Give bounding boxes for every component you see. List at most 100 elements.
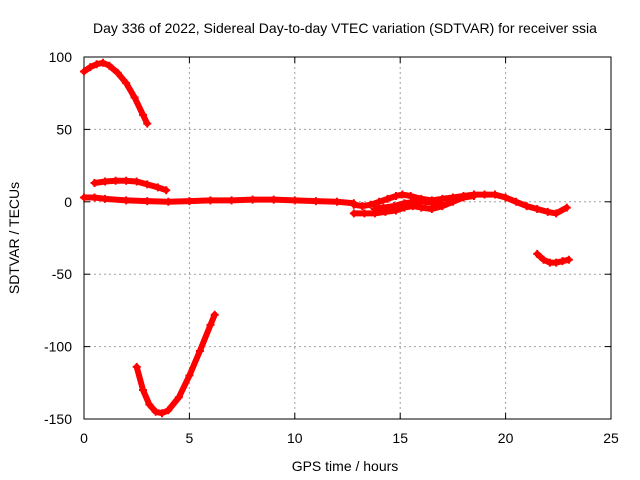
data-point <box>130 93 139 102</box>
data-point <box>379 203 388 212</box>
x-axis-label: GPS time / hours <box>292 458 399 474</box>
data-point <box>370 205 379 214</box>
y-tick-labels: -150 -100 -50 0 50 100 <box>44 49 72 427</box>
data-point <box>139 110 148 119</box>
data-point <box>427 205 436 214</box>
data-point <box>111 176 120 185</box>
data-point <box>80 67 88 76</box>
data-point <box>349 200 358 209</box>
data-point <box>389 202 398 211</box>
data-point <box>210 310 219 319</box>
data-point <box>366 200 375 209</box>
data-point <box>164 406 173 415</box>
plot-frame <box>83 56 612 420</box>
y-tick-label: 50 <box>56 121 72 137</box>
data-point <box>564 255 573 264</box>
data-point <box>501 193 510 202</box>
data-point <box>469 192 478 201</box>
data-point <box>113 68 122 77</box>
series-arc-f <box>349 192 478 218</box>
data-point <box>432 199 441 208</box>
x-tick-label: 0 <box>80 430 88 446</box>
data-point <box>145 400 154 409</box>
data-point <box>105 61 114 70</box>
data-point <box>290 196 299 205</box>
series-arc-b <box>90 176 171 195</box>
y-tick-label: 0 <box>64 194 72 210</box>
y-tick-label: -100 <box>44 339 72 355</box>
series-arc-c <box>80 193 358 208</box>
data-point <box>421 197 430 206</box>
data-point <box>86 63 95 72</box>
data-point <box>332 197 341 206</box>
data-point <box>206 196 215 205</box>
data-point <box>195 346 204 355</box>
data-point <box>558 257 567 266</box>
data-point <box>164 197 173 206</box>
data-point <box>543 207 552 216</box>
y-tick-label: -150 <box>44 411 72 427</box>
data-point <box>400 199 409 208</box>
x-tick-label: 20 <box>498 430 514 446</box>
x-tick-label: 10 <box>287 430 303 446</box>
data-point <box>480 190 489 199</box>
data-point <box>143 180 152 189</box>
x-tick-label: 5 <box>186 430 194 446</box>
x-tick-label: 25 <box>603 430 619 446</box>
y-tick-label: -50 <box>52 266 72 282</box>
data-point <box>151 407 160 416</box>
data-point <box>248 195 257 204</box>
data-point <box>227 196 236 205</box>
x-tick-label: 15 <box>392 430 408 446</box>
data-point <box>153 183 162 192</box>
data-point <box>101 177 110 186</box>
data-point <box>92 60 101 69</box>
data-point <box>533 205 542 214</box>
data-point <box>417 203 426 212</box>
data-point <box>358 202 367 211</box>
chart-title: Day 336 of 2022, Sidereal Day-to-day VTE… <box>93 20 597 36</box>
data-point <box>539 255 548 264</box>
data-point <box>406 192 415 201</box>
data-point <box>349 209 358 218</box>
data-point <box>448 197 457 206</box>
data-point <box>122 196 131 205</box>
data-point <box>132 177 141 186</box>
data-point <box>512 197 521 206</box>
data-point <box>98 58 107 67</box>
data-point <box>157 409 166 418</box>
data-point <box>562 203 571 212</box>
series-arc-d <box>132 310 219 418</box>
series-arc-a <box>80 58 152 128</box>
data-point <box>269 195 278 204</box>
data-point <box>80 193 88 202</box>
series-group <box>80 58 573 418</box>
data-point <box>162 186 171 195</box>
data-point <box>522 202 531 211</box>
data-point <box>410 197 419 206</box>
y-axis-label: SDTVAR / TECUs <box>6 182 22 294</box>
data-point <box>185 197 194 206</box>
data-point <box>459 193 468 202</box>
data-point <box>206 320 215 329</box>
series-arc-g <box>370 197 447 214</box>
data-point <box>132 362 141 371</box>
data-point <box>398 190 407 199</box>
data-point <box>101 194 110 203</box>
data-point <box>375 197 384 206</box>
data-point <box>383 194 392 203</box>
grid <box>84 57 611 419</box>
data-point <box>491 190 500 199</box>
data-point <box>185 371 194 380</box>
data-point <box>143 197 152 206</box>
data-point <box>174 393 183 402</box>
x-tick-labels: 0 5 10 15 20 25 <box>80 430 619 446</box>
data-point <box>391 192 400 201</box>
data-point <box>122 176 131 185</box>
data-point <box>533 249 542 258</box>
data-point <box>552 209 561 218</box>
series-line <box>81 59 151 127</box>
data-point <box>438 200 447 209</box>
data-point <box>90 193 99 202</box>
